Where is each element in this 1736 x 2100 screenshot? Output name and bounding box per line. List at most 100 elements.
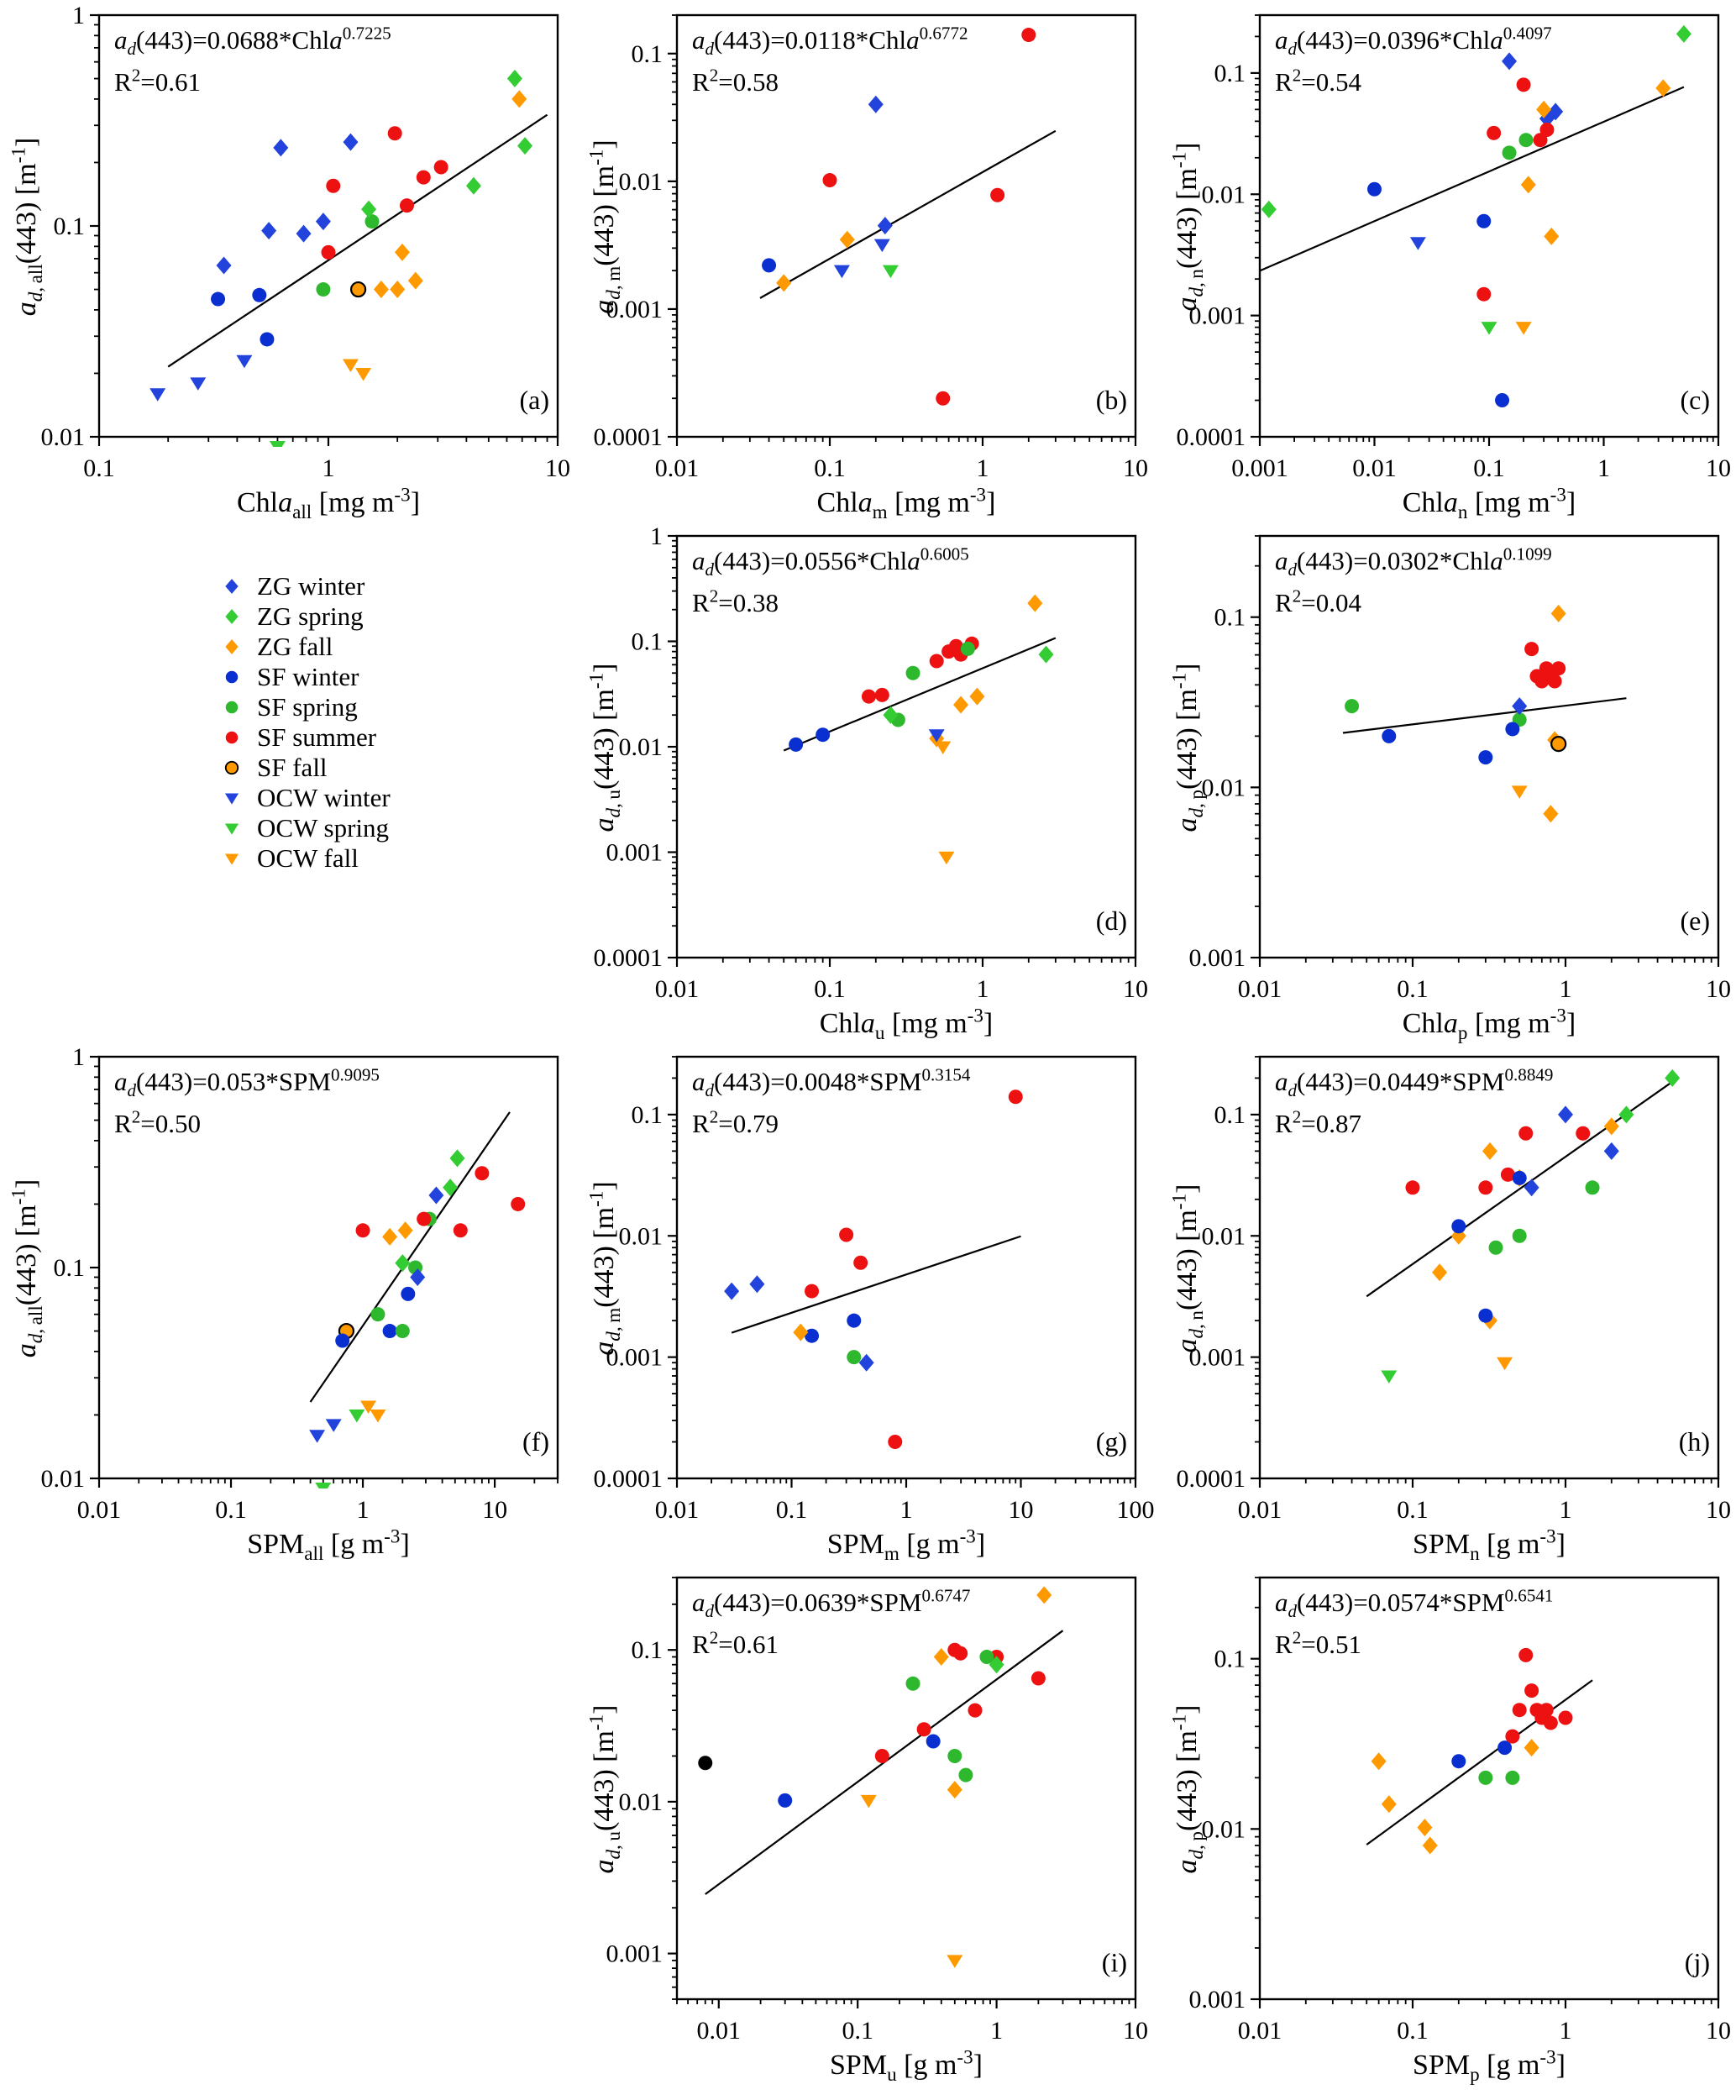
x-tick-label: 0.01 [655, 1496, 700, 1524]
x-tick-label: 1 [1560, 2017, 1572, 2045]
data-point [224, 760, 239, 775]
data-point [1381, 1370, 1398, 1383]
x-tick-label: 0.1 [842, 2017, 873, 2045]
data-point [1481, 322, 1497, 335]
data-point [839, 1227, 854, 1242]
data-point [1505, 1770, 1520, 1785]
x-axis-title: SPMp [g m-3] [1413, 2046, 1566, 2086]
y-tick-label: 0.1 [1214, 1101, 1246, 1129]
data-point [1505, 722, 1520, 737]
x-tick-label: 0.1 [215, 1496, 247, 1524]
scatter-points [309, 1149, 526, 1488]
data-point [1543, 1715, 1558, 1730]
data-point [935, 741, 952, 754]
x-tick-label: 0.01 [1238, 975, 1282, 1003]
data-point [1558, 1105, 1573, 1124]
x-tick-label: 0.1 [1473, 454, 1505, 482]
sf_winter-marker-icon [225, 670, 239, 684]
data-point [261, 222, 277, 240]
regression-line [731, 1235, 1021, 1334]
data-point [1547, 674, 1562, 689]
x-tick-label: 1 [900, 1496, 913, 1524]
data-point [465, 176, 481, 195]
data-point [1516, 77, 1531, 92]
data-point [1518, 1647, 1534, 1662]
y-tick-label: 0.0001 [594, 944, 663, 972]
data-point [1476, 286, 1492, 302]
scatter-points [149, 70, 533, 447]
y-tick-label: 1 [72, 1047, 85, 1071]
data-point [1345, 699, 1360, 714]
scatter-points [1261, 24, 1691, 408]
data-point [969, 687, 985, 706]
data-point [947, 1781, 962, 1799]
x-tick-label: 0.01 [655, 454, 700, 482]
data-point [822, 173, 837, 188]
data-point [224, 853, 239, 865]
legend-label: ZG spring [257, 601, 364, 631]
data-point [874, 1749, 889, 1764]
y-tick-label: 0.1 [632, 40, 663, 68]
x-tick-label: 0.01 [655, 975, 700, 1003]
data-point [1497, 1357, 1513, 1371]
data-point [1497, 1740, 1513, 1756]
x-tick-label: 0.01 [697, 2017, 742, 2045]
data-point [1409, 237, 1426, 250]
panel-a-plot-area: 0.1 1 10 0.01 0.1 1 [41, 5, 571, 482]
panel-g-plot-area: 0.01 0.1 1 10 100 0.0001 0.001 0.01 0.1 [594, 1055, 1154, 1524]
legend-label: SF fall [257, 753, 328, 782]
panel-i-plot-area: 0.01 0.1 1 10 0.001 0.01 0.1 [606, 1576, 1148, 2045]
y-tick-label: 0.01 [41, 1465, 86, 1493]
data-point [938, 851, 955, 865]
x-axis-title: Chlam [mg m-3] [816, 484, 996, 523]
data-point [1585, 1180, 1600, 1195]
x-tick-label: 1 [323, 454, 335, 482]
data-point [225, 579, 239, 594]
x-tick-label: 0.1 [1397, 975, 1429, 1003]
data-point [1548, 102, 1564, 121]
data-point [839, 230, 855, 249]
data-point [860, 1794, 877, 1809]
data-point [853, 1255, 868, 1270]
legend-label: ZG fall [257, 632, 333, 661]
data-point [1451, 1754, 1466, 1769]
data-point [1512, 1228, 1527, 1243]
data-point [355, 1223, 370, 1238]
data-point [1451, 1219, 1466, 1234]
data-point [1502, 145, 1517, 160]
data-point [225, 670, 239, 684]
data-point [390, 281, 406, 299]
r-squared: R2=0.04 [1275, 585, 1361, 617]
data-point [968, 1703, 983, 1718]
data-point [1417, 1819, 1433, 1837]
data-point [1665, 1068, 1681, 1087]
data-point [776, 274, 792, 292]
data-point [928, 729, 945, 743]
data-point [1367, 181, 1382, 197]
y-tick-label: 1 [72, 5, 85, 29]
ocw_winter-marker-icon [224, 793, 239, 805]
data-point [225, 639, 239, 654]
x-tick-label: 10 [1009, 1496, 1034, 1524]
fit-equation: ad(443)=0.0574*SPM0.6541 [1275, 1585, 1554, 1622]
r-squared: R2=0.38 [692, 585, 779, 617]
data-point [1478, 1770, 1493, 1785]
sf_spring-marker-icon [225, 701, 239, 714]
data-point [1021, 28, 1036, 43]
sf_fall-marker-icon [224, 760, 239, 775]
data-point [1511, 785, 1528, 799]
scatter-points [789, 594, 1054, 865]
y-axis-title: ad, m(443) [m-1] [585, 1181, 625, 1356]
data-point [1576, 1126, 1591, 1141]
legend-item-ocw_spring: OCW spring [220, 815, 391, 841]
fit-equation: ad(443)=0.0048*SPM0.3154 [692, 1064, 971, 1101]
data-point [868, 95, 884, 113]
x-tick-label: 0.1 [1397, 2017, 1429, 2045]
legend-item-sf_summer: SF summer [220, 724, 391, 750]
data-point [1495, 393, 1510, 408]
data-point [847, 1350, 862, 1365]
y-tick-label: 0.1 [1214, 1646, 1246, 1673]
data-point [873, 239, 890, 253]
fit-equation: ad(443)=0.0639*SPM0.6747 [692, 1585, 971, 1622]
data-point [1539, 1703, 1554, 1718]
